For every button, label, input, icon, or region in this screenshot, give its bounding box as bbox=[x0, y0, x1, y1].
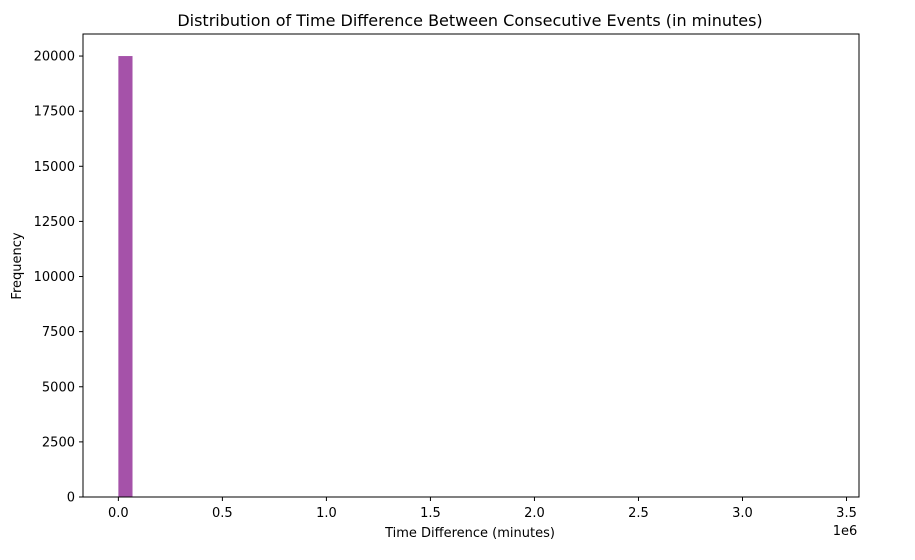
x-tick-label: 0.0 bbox=[108, 506, 129, 521]
plot-area bbox=[118, 56, 133, 498]
x-tick-label: 3.0 bbox=[732, 506, 753, 521]
y-tick-label: 7500 bbox=[42, 325, 75, 340]
y-tick-label: 20000 bbox=[34, 50, 75, 65]
x-tick-label: 2.0 bbox=[524, 506, 545, 521]
y-tick-label: 0 bbox=[67, 491, 75, 506]
x-tick-label: 3.5 bbox=[836, 506, 857, 521]
y-tick-label: 5000 bbox=[42, 380, 75, 395]
x-axis-label: Time Difference (minutes) bbox=[384, 526, 555, 541]
x-tick-label: 1.0 bbox=[316, 506, 337, 521]
y-tick-label: 15000 bbox=[34, 160, 75, 175]
x-axis-offset-label: 1e6 bbox=[833, 524, 858, 539]
y-axis-label: Frequency bbox=[10, 232, 25, 299]
x-tick-label: 0.5 bbox=[212, 506, 233, 521]
plot-frame bbox=[82, 33, 860, 498]
y-tick-label: 2500 bbox=[42, 435, 75, 450]
x-tick-label: 1.5 bbox=[420, 506, 441, 521]
chart-title: Distribution of Time Difference Between … bbox=[177, 11, 762, 30]
y-tick-label: 12500 bbox=[34, 215, 75, 230]
y-tick-label: 10000 bbox=[34, 270, 75, 285]
histogram-bar bbox=[118, 56, 133, 498]
y-tick-label: 17500 bbox=[34, 105, 75, 120]
x-tick-label: 2.5 bbox=[628, 506, 649, 521]
